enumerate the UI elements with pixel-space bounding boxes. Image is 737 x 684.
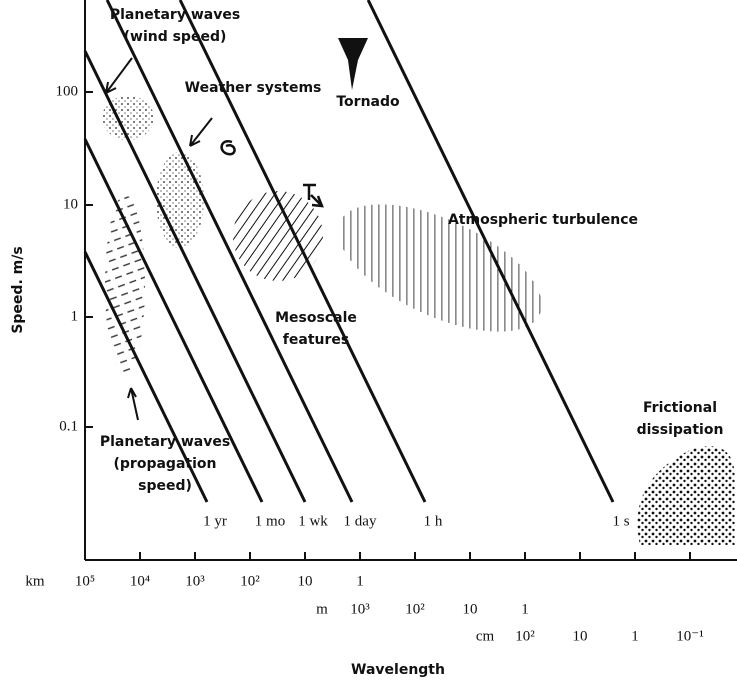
period-label: 1 h [424, 513, 443, 529]
x-tick-label: 10⁴ [130, 573, 150, 589]
period-label: 1 mo [255, 513, 285, 529]
region-label: features [283, 332, 349, 348]
region-label: speed) [138, 478, 192, 494]
region-label: Tornado [336, 94, 400, 110]
x-tick-label: 10 [463, 601, 478, 617]
x-tick-label: 10 [573, 628, 588, 644]
x-tick-label: 1 [521, 601, 529, 617]
x-tick-label: 10³ [185, 573, 205, 589]
x-tick-label: 10² [515, 628, 535, 644]
y-tick-label: 0.1 [59, 418, 78, 434]
cyclone-icon [222, 141, 235, 154]
region-label: (propagation [114, 456, 217, 472]
x-unit: km [25, 573, 45, 589]
x-tick-label: 10² [405, 601, 425, 617]
y-tick-label: 100 [56, 83, 79, 99]
tornado-icon [338, 38, 368, 90]
region-label: Planetary waves [100, 434, 230, 450]
x-tick-label: 1 [631, 628, 639, 644]
x-tick-label: 10 [298, 573, 313, 589]
region-label: (wind speed) [124, 29, 227, 45]
region-label: Planetary waves [110, 7, 240, 23]
x-unit: m [316, 601, 328, 617]
period-label: 1 wk [298, 513, 328, 529]
y-tick-label: 10 [63, 196, 78, 212]
period-label: 1 s [612, 513, 629, 529]
y-tick-label: 1 [71, 308, 79, 324]
x-tick-label: 10⁵ [75, 573, 95, 589]
region-label: Atmospheric turbulence [448, 212, 638, 228]
x-unit: cm [476, 628, 495, 644]
x-tick-label: 10² [240, 573, 260, 589]
y-axis-label: Speed. m/s [10, 246, 26, 333]
region-label: Weather systems [185, 80, 322, 96]
region-weather [156, 152, 204, 248]
x-axis-label: Wavelength [351, 662, 445, 678]
diagram: Speed. m/s Wavelength 100 10 1 0.1 km 10⁵ 10⁴ 1… [0, 0, 737, 684]
region-turbulence [320, 178, 560, 358]
region-label: dissipation [637, 422, 724, 438]
region-label: Mesoscale [275, 310, 357, 326]
region-label: Frictional [643, 400, 717, 416]
period-label: 1 day [344, 513, 377, 529]
x-tick-label: 10³ [350, 601, 370, 617]
period-label: 1 yr [203, 513, 227, 529]
x-tick-label: 10⁻¹ [676, 628, 703, 644]
region-friction [637, 446, 735, 545]
x-tick-label: 1 [356, 573, 364, 589]
